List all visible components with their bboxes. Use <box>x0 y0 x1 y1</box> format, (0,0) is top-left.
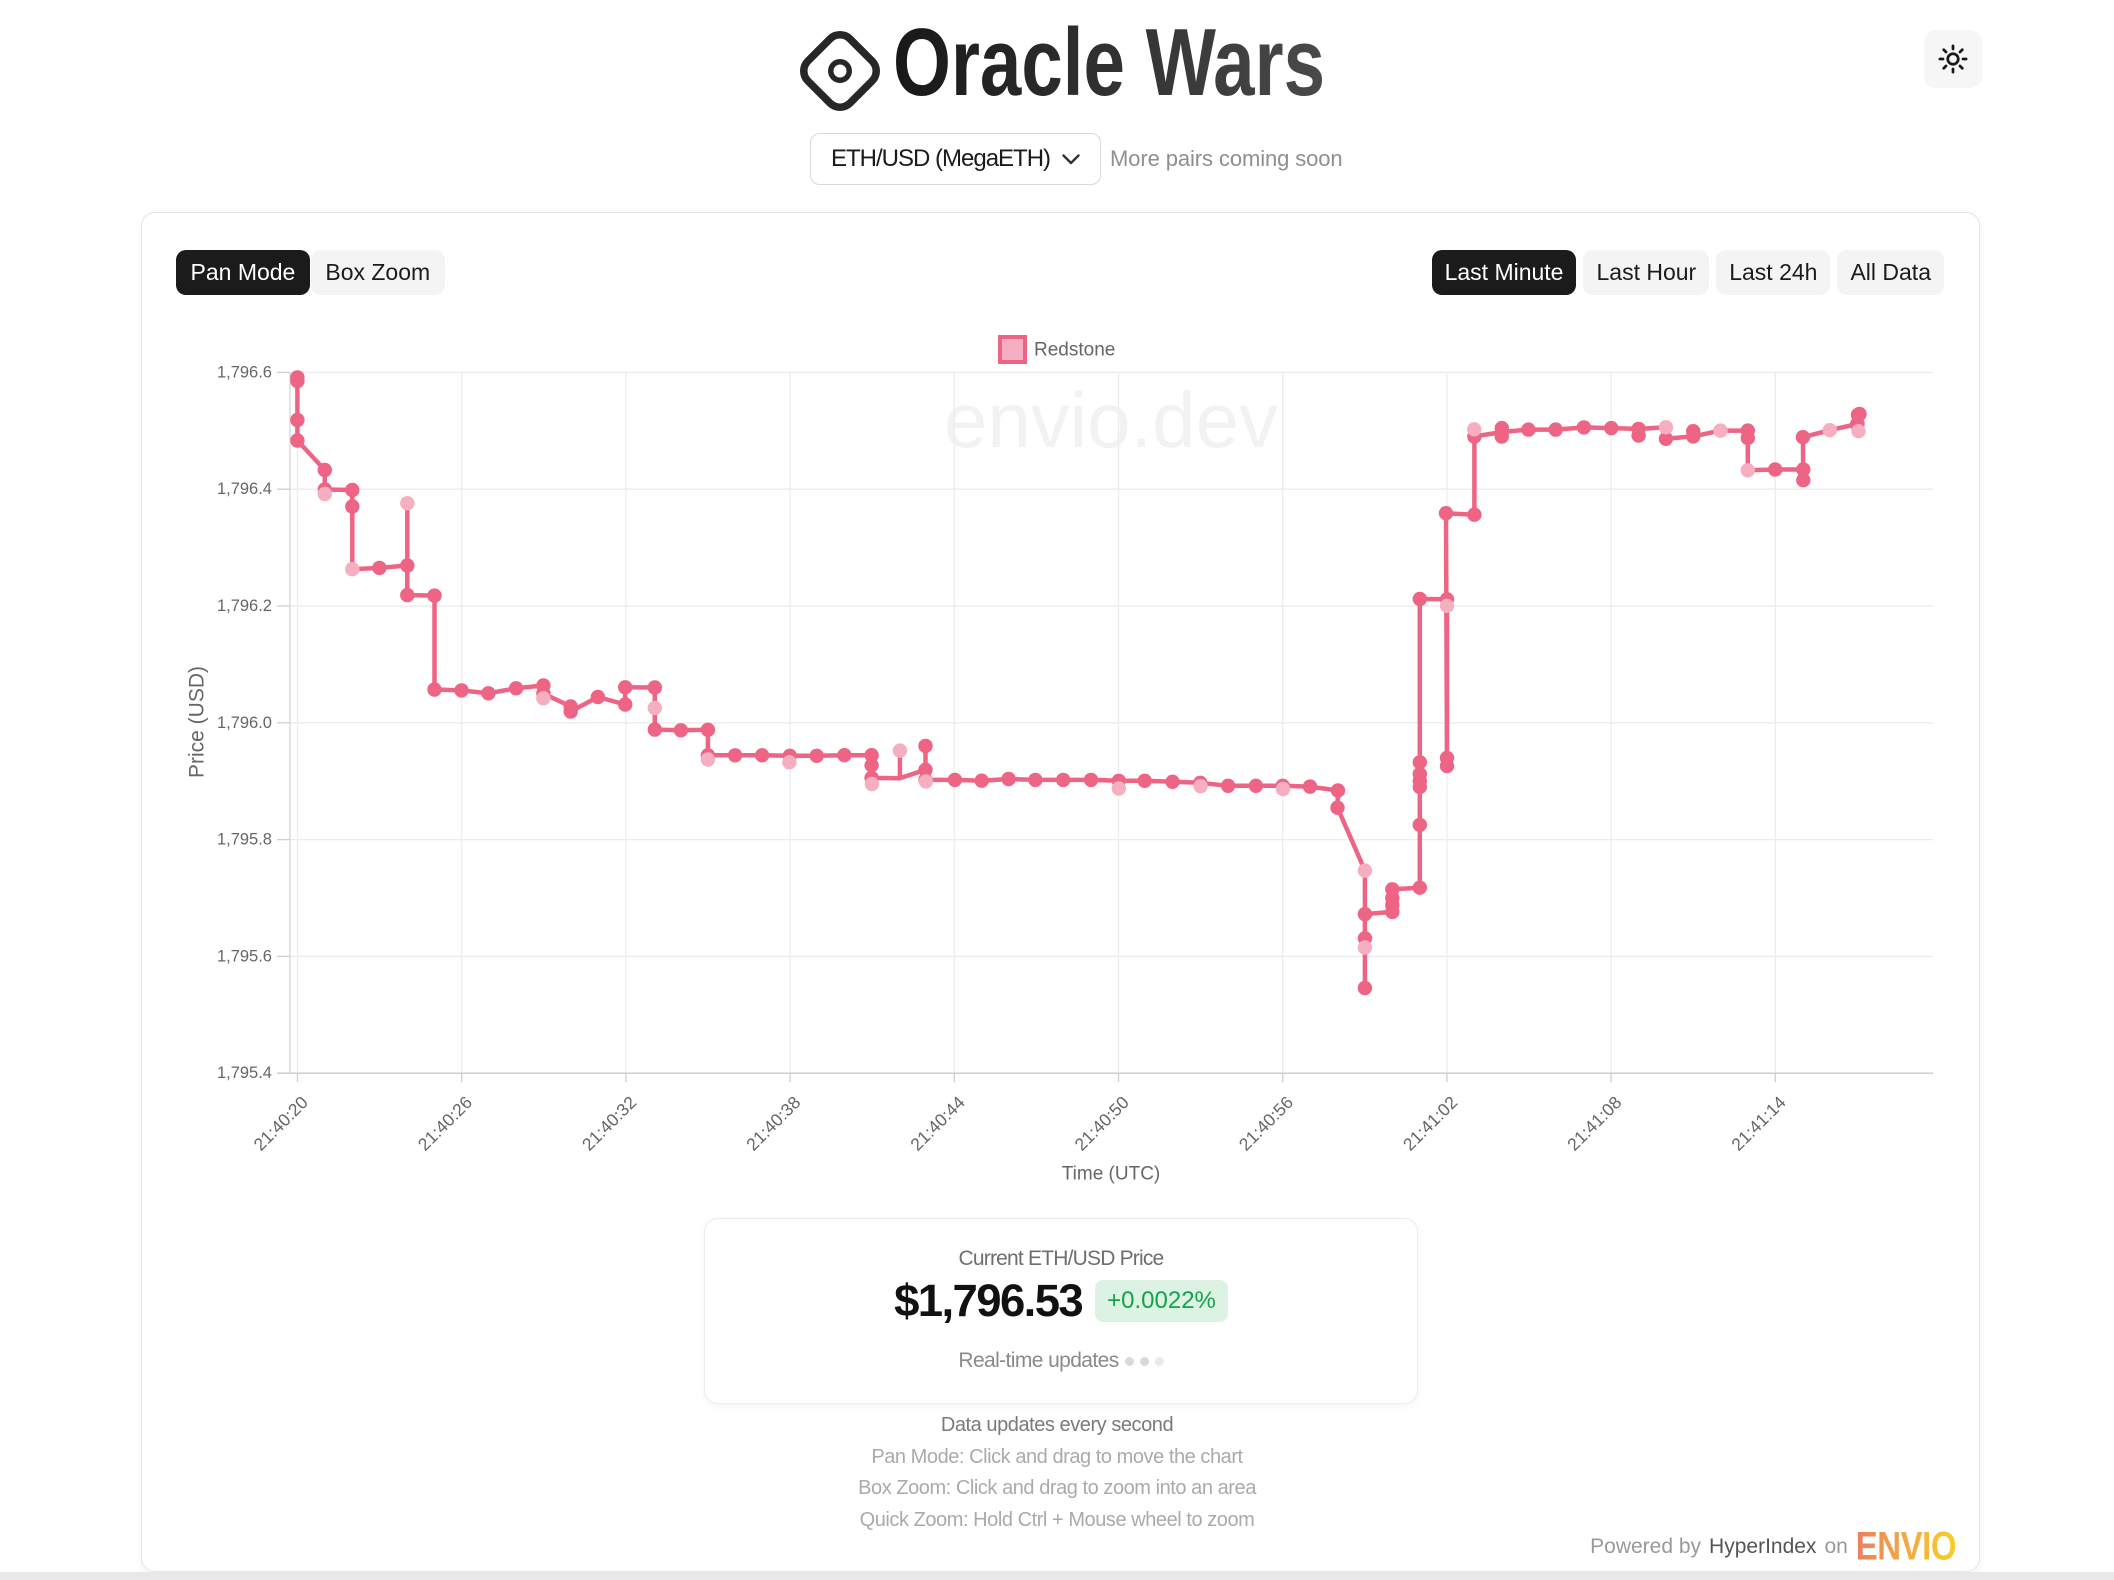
svg-text:1,796.0: 1,796.0 <box>217 714 272 732</box>
svg-text:Price (USD): Price (USD) <box>186 666 209 778</box>
svg-text:21:40:38: 21:40:38 <box>742 1092 804 1154</box>
svg-text:1,796.2: 1,796.2 <box>217 597 272 615</box>
svg-text:21:40:44: 21:40:44 <box>906 1092 968 1154</box>
svg-text:Redstone: Redstone <box>1034 340 1115 361</box>
svg-text:1,795.4: 1,795.4 <box>217 1064 272 1082</box>
svg-text:21:41:02: 21:41:02 <box>1399 1092 1461 1154</box>
svg-text:21:40:20: 21:40:20 <box>250 1092 312 1154</box>
svg-text:1,796.4: 1,796.4 <box>217 480 272 498</box>
svg-text:21:40:32: 21:40:32 <box>578 1092 640 1154</box>
svg-text:envio.dev: envio.dev <box>944 376 1278 464</box>
svg-text:1,796.6: 1,796.6 <box>217 363 272 381</box>
svg-text:21:41:08: 21:41:08 <box>1563 1092 1625 1154</box>
svg-text:Time (UTC): Time (UTC) <box>1062 1164 1161 1185</box>
svg-text:21:41:14: 21:41:14 <box>1727 1092 1789 1154</box>
svg-text:21:40:26: 21:40:26 <box>414 1092 476 1154</box>
svg-text:21:40:50: 21:40:50 <box>1071 1092 1133 1154</box>
svg-text:1,795.8: 1,795.8 <box>217 831 272 849</box>
svg-text:1,795.6: 1,795.6 <box>217 947 272 965</box>
svg-text:21:40:56: 21:40:56 <box>1235 1092 1297 1154</box>
